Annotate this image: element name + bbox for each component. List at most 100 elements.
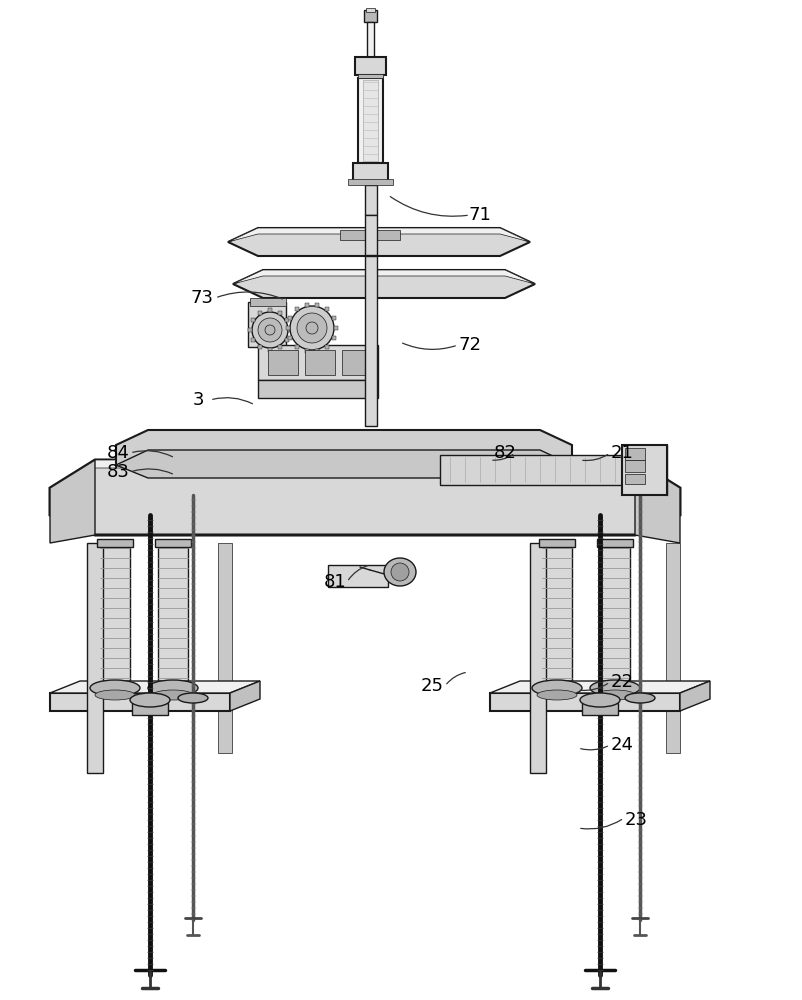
Bar — [286, 318, 290, 322]
Ellipse shape — [595, 690, 635, 700]
Bar — [295, 307, 299, 311]
Bar — [248, 302, 286, 347]
Text: 22: 22 — [610, 673, 634, 691]
Bar — [364, 10, 377, 22]
Bar — [358, 78, 383, 163]
Ellipse shape — [290, 306, 334, 350]
Ellipse shape — [153, 690, 193, 700]
Text: 81: 81 — [324, 573, 346, 591]
Bar — [365, 215, 377, 255]
Ellipse shape — [95, 690, 135, 700]
Bar — [251, 318, 255, 322]
Text: 72: 72 — [459, 336, 481, 354]
Bar — [315, 303, 319, 307]
Bar — [340, 230, 400, 240]
Bar — [100, 543, 130, 688]
Polygon shape — [116, 430, 572, 473]
Ellipse shape — [391, 563, 409, 581]
Ellipse shape — [178, 693, 208, 703]
Bar — [248, 328, 252, 332]
Bar — [348, 179, 393, 185]
Bar — [600, 543, 630, 688]
Text: 83: 83 — [107, 463, 129, 481]
Bar — [268, 348, 272, 352]
Ellipse shape — [580, 693, 620, 707]
Bar — [355, 57, 386, 75]
Text: 23: 23 — [625, 811, 647, 829]
Bar — [278, 311, 282, 315]
Bar — [218, 543, 232, 753]
Ellipse shape — [130, 693, 170, 707]
Polygon shape — [116, 450, 572, 478]
Polygon shape — [50, 460, 680, 535]
Bar — [305, 303, 309, 307]
Bar — [353, 163, 388, 181]
Bar — [328, 565, 388, 587]
Polygon shape — [50, 460, 95, 543]
Polygon shape — [635, 460, 680, 543]
Ellipse shape — [90, 680, 140, 696]
Bar — [358, 74, 383, 78]
Bar — [155, 539, 191, 547]
Bar — [258, 345, 378, 380]
Bar — [597, 539, 633, 547]
Bar — [367, 22, 374, 57]
Bar — [158, 543, 188, 688]
Bar — [305, 349, 309, 353]
Text: 84: 84 — [107, 444, 129, 462]
Text: 73: 73 — [191, 289, 213, 307]
Text: 21: 21 — [610, 444, 634, 462]
Bar — [530, 543, 546, 773]
Polygon shape — [490, 693, 680, 711]
Bar — [289, 336, 293, 340]
Bar — [295, 345, 299, 349]
Bar — [97, 539, 133, 547]
Polygon shape — [50, 460, 680, 488]
Text: 24: 24 — [610, 736, 634, 754]
Bar — [325, 307, 329, 311]
Bar — [325, 345, 329, 349]
Polygon shape — [233, 270, 535, 284]
Bar — [286, 338, 290, 342]
Polygon shape — [680, 681, 710, 711]
Bar — [289, 316, 293, 320]
Bar — [440, 455, 625, 485]
Bar — [539, 539, 575, 547]
Bar — [87, 543, 103, 773]
Polygon shape — [228, 228, 530, 242]
Polygon shape — [582, 703, 618, 715]
Bar — [365, 256, 377, 426]
Ellipse shape — [384, 558, 416, 586]
Ellipse shape — [625, 693, 655, 703]
Text: 82: 82 — [493, 444, 516, 462]
Bar — [268, 308, 272, 312]
Polygon shape — [228, 228, 530, 256]
Bar — [258, 380, 378, 398]
Bar — [331, 336, 335, 340]
Ellipse shape — [306, 322, 318, 334]
Bar — [625, 460, 645, 472]
Ellipse shape — [258, 318, 282, 342]
Bar — [258, 311, 262, 315]
Bar — [542, 543, 572, 688]
Bar — [258, 345, 262, 349]
Polygon shape — [132, 703, 168, 715]
Bar — [251, 338, 255, 342]
Polygon shape — [230, 681, 260, 711]
Ellipse shape — [297, 313, 327, 343]
Ellipse shape — [537, 690, 577, 700]
Bar — [331, 316, 335, 320]
Bar — [366, 8, 375, 12]
Polygon shape — [50, 693, 230, 711]
Bar — [268, 350, 298, 375]
Bar — [315, 349, 319, 353]
Bar — [625, 474, 645, 484]
Bar — [666, 543, 680, 753]
Bar — [365, 185, 377, 215]
Bar — [288, 328, 292, 332]
Bar — [622, 445, 667, 495]
Text: 3: 3 — [192, 391, 204, 409]
Ellipse shape — [265, 325, 275, 335]
Polygon shape — [233, 270, 535, 298]
Ellipse shape — [590, 680, 640, 696]
